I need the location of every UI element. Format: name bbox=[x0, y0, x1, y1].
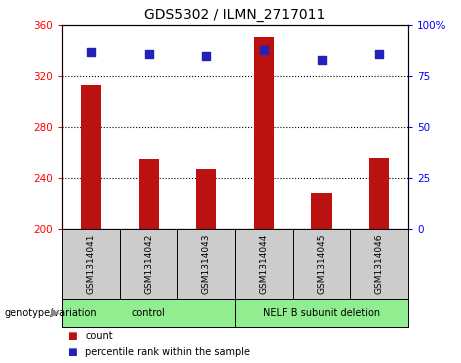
Bar bbox=[369, 158, 389, 229]
Text: GSM1314045: GSM1314045 bbox=[317, 234, 326, 294]
Point bbox=[260, 47, 267, 53]
Point bbox=[318, 57, 325, 63]
Bar bbox=[81, 85, 101, 229]
Text: control: control bbox=[132, 308, 165, 318]
Point bbox=[88, 49, 95, 55]
Point bbox=[202, 53, 210, 59]
Text: percentile rank within the sample: percentile rank within the sample bbox=[85, 347, 250, 357]
Text: GSM1314042: GSM1314042 bbox=[144, 234, 153, 294]
Text: ▶: ▶ bbox=[51, 308, 59, 318]
Text: GSM1314043: GSM1314043 bbox=[202, 234, 211, 294]
Bar bbox=[254, 37, 274, 229]
Point bbox=[145, 51, 152, 57]
Point bbox=[375, 51, 383, 57]
Bar bbox=[312, 193, 331, 229]
Text: genotype/variation: genotype/variation bbox=[5, 308, 97, 318]
Text: GSM1314046: GSM1314046 bbox=[375, 234, 384, 294]
Text: GSM1314044: GSM1314044 bbox=[260, 234, 268, 294]
Bar bbox=[196, 169, 216, 229]
Text: count: count bbox=[85, 331, 113, 341]
Bar bbox=[139, 159, 159, 229]
Title: GDS5302 / ILMN_2717011: GDS5302 / ILMN_2717011 bbox=[144, 8, 326, 22]
Text: ■: ■ bbox=[67, 347, 77, 357]
Text: GSM1314041: GSM1314041 bbox=[87, 234, 95, 294]
Text: NELF B subunit deletion: NELF B subunit deletion bbox=[263, 308, 380, 318]
Text: ■: ■ bbox=[67, 331, 77, 341]
